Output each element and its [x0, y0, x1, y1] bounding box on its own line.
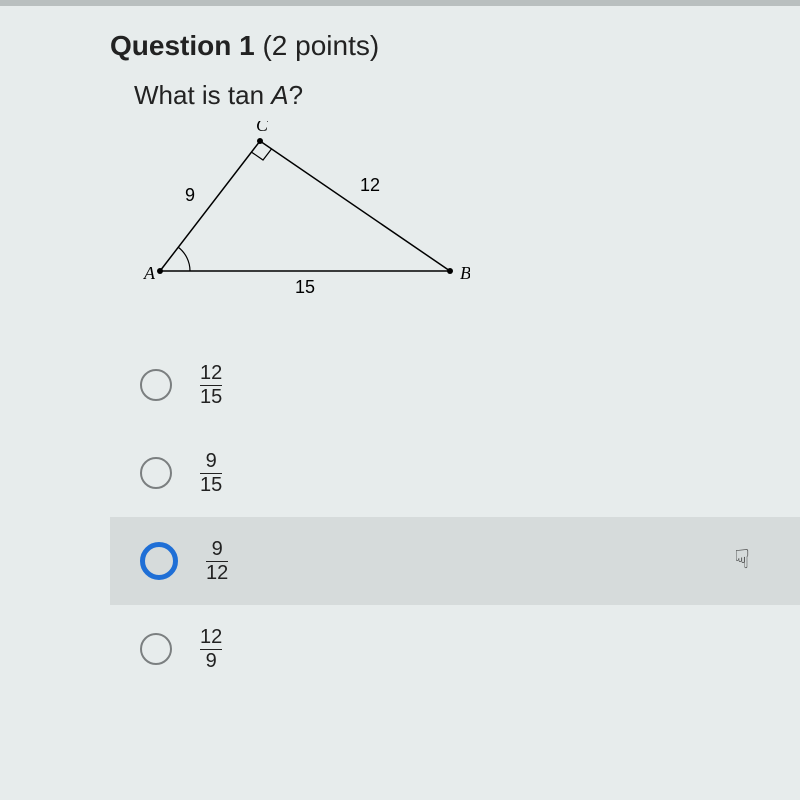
- vertex-label-c: C: [256, 121, 269, 135]
- fraction-denominator: 12: [206, 563, 228, 584]
- side-label-ab: 15: [295, 277, 315, 296]
- fraction-denominator: 9: [200, 651, 222, 672]
- option-fraction: 129: [200, 627, 222, 672]
- question-prompt: What is tan A?: [134, 80, 800, 111]
- radio-button[interactable]: [140, 633, 172, 665]
- question-title: Question 1 (2 points): [110, 30, 800, 62]
- option-fraction: 912: [206, 539, 228, 584]
- question-number: Question 1: [110, 30, 255, 61]
- fraction-numerator: 12: [200, 363, 222, 384]
- vertex-label-b: B: [460, 263, 470, 283]
- prompt-text-post: ?: [289, 80, 303, 110]
- radio-button[interactable]: [140, 457, 172, 489]
- fraction-denominator: 15: [200, 387, 222, 408]
- radio-button[interactable]: [140, 542, 178, 580]
- question-points: (2 points): [255, 30, 380, 61]
- fraction-denominator: 15: [200, 475, 222, 496]
- vertex-dot: [257, 138, 263, 144]
- vertex-label-a: A: [143, 263, 156, 283]
- prompt-variable: A: [271, 80, 288, 110]
- answer-option[interactable]: 912☟: [110, 517, 800, 605]
- prompt-text: What is tan: [134, 80, 271, 110]
- option-fraction: 1215: [200, 363, 222, 408]
- triangle-diagram: A B C 9 12 15: [140, 121, 800, 301]
- side-label-ac: 9: [185, 185, 195, 205]
- pointer-cursor-icon: ☟: [734, 544, 750, 575]
- triangle-svg: A B C 9 12 15: [140, 121, 470, 296]
- fraction-numerator: 9: [200, 451, 222, 472]
- answer-option[interactable]: 1215: [110, 341, 800, 429]
- vertex-dot: [447, 268, 453, 274]
- question-card: Question 1 (2 points) What is tan A? A B C…: [0, 0, 800, 693]
- answer-options: 1215915912☟129: [110, 341, 800, 693]
- window-top-trim: [0, 0, 800, 6]
- right-angle-marker: [251, 149, 271, 160]
- option-fraction: 915: [200, 451, 222, 496]
- vertex-dot: [157, 268, 163, 274]
- answer-option[interactable]: 915: [110, 429, 800, 517]
- side-label-cb: 12: [360, 175, 380, 195]
- angle-a-arc: [178, 247, 190, 271]
- radio-button[interactable]: [140, 369, 172, 401]
- fraction-numerator: 12: [200, 627, 222, 648]
- fraction-numerator: 9: [206, 539, 228, 560]
- answer-option[interactable]: 129: [110, 605, 800, 693]
- triangle-outline: [160, 141, 450, 271]
